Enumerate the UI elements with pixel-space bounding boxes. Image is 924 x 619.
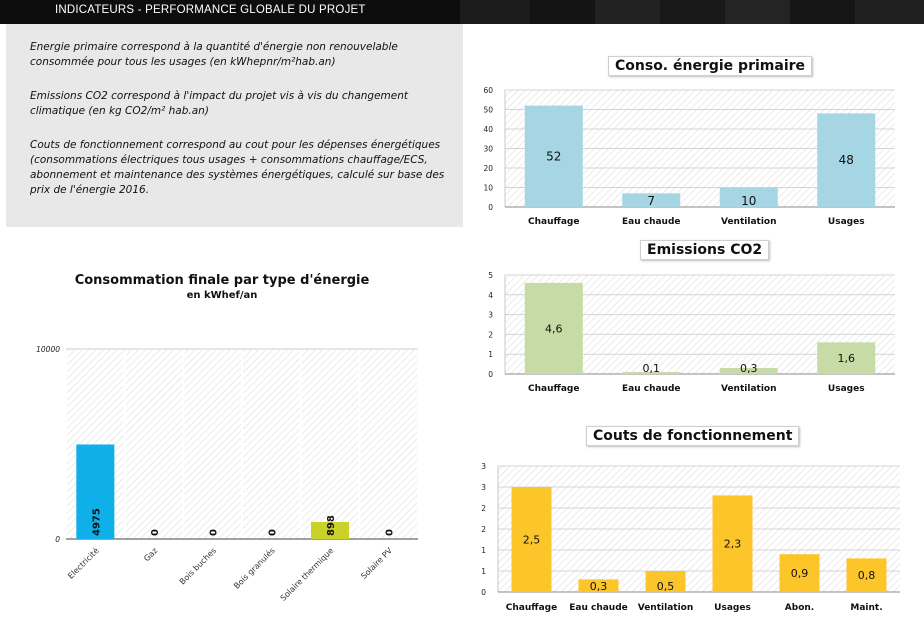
x-tick-label: Electricité <box>65 545 100 580</box>
plot-column <box>184 350 241 539</box>
x-tick-label: Chauffage <box>528 217 579 227</box>
y-tick-label: 3 <box>481 462 486 471</box>
data-label: 2,5 <box>523 534 541 547</box>
data-label: 898 <box>326 515 337 536</box>
x-tick-label: Eau chaude <box>622 217 681 227</box>
data-label: 0,1 <box>643 362 661 375</box>
x-tick-label: Maint. <box>850 603 882 613</box>
x-tick-label: Eau chaude <box>622 384 681 394</box>
y-tick-label: 2 <box>481 525 486 534</box>
data-label: 0,5 <box>657 580 675 593</box>
x-tick-label: Gaz <box>142 546 159 563</box>
x-tick-label: Usages <box>828 384 865 394</box>
data-label: 0 <box>209 529 220 536</box>
x-tick-label: Ventilation <box>721 384 777 394</box>
plot-column <box>125 350 183 539</box>
x-tick-label: Solaire PV <box>359 546 394 581</box>
plot-column <box>360 350 417 539</box>
x-tick-label: Usages <box>714 603 751 613</box>
bar-couts-2 <box>645 571 686 592</box>
chart-couts-title: Couts de fonctionnement <box>586 426 800 446</box>
x-tick-label: Chauffage <box>528 384 579 394</box>
info-emissions-co2: Emissions CO2 correspond à l'impact du p… <box>30 90 408 117</box>
y-tick-label: 40 <box>483 125 493 134</box>
x-tick-label: Chauffage <box>506 603 557 613</box>
bar-couts-3 <box>712 495 753 592</box>
y-tick-label: 1 <box>481 567 486 576</box>
bar-couts-1 <box>578 579 619 592</box>
y-tick-label: 2 <box>481 504 486 513</box>
y-tick-label: 30 <box>483 145 493 154</box>
bar-primaire-2 <box>719 187 778 207</box>
data-label: 1,6 <box>838 352 856 365</box>
bar-couts-5 <box>846 558 887 592</box>
data-label: 0,3 <box>590 580 608 593</box>
y-tick-label: 0 <box>55 535 60 544</box>
y-tick-label: 20 <box>483 164 493 173</box>
chart-primaire-title: Conso. énergie primaire <box>608 56 813 76</box>
y-tick-label: 1 <box>488 350 493 359</box>
plot-column <box>243 350 300 539</box>
y-tick-label: 5 <box>488 271 493 280</box>
x-tick-label: Bois granulés <box>231 545 276 590</box>
data-label: 10 <box>741 194 756 208</box>
x-tick-label: Bois buches <box>178 546 218 586</box>
y-tick-label: 0 <box>481 588 486 597</box>
data-label: 7 <box>647 194 655 208</box>
y-tick-label: 10000 <box>36 345 60 354</box>
bar-co2-0 <box>524 282 583 374</box>
bar-co2-2 <box>719 368 778 374</box>
chart-co2-title: Emissions CO2 <box>640 240 770 260</box>
plot-column <box>301 350 359 539</box>
x-tick-label: Eau chaude <box>569 603 628 613</box>
y-tick-label: 3 <box>488 311 493 320</box>
y-tick-label: 2 <box>488 330 493 339</box>
data-label: 52 <box>546 149 561 163</box>
header-bar: INDICATEURS - PERFORMANCE GLOBALE DU PRO… <box>0 0 924 24</box>
y-tick-label: 0 <box>488 370 493 379</box>
y-tick-label: 60 <box>483 86 493 95</box>
data-label: 2,3 <box>724 538 742 551</box>
info-couts: Couts de fonctionnement correspond au co… <box>30 139 445 196</box>
data-label: 0,3 <box>740 362 758 375</box>
x-tick-label: Solaire thermique <box>279 546 336 603</box>
bar-couts-4 <box>779 554 820 592</box>
bar-finale-4 <box>311 521 349 539</box>
y-tick-label: 10 <box>483 184 493 193</box>
bar-primaire-0 <box>524 105 583 207</box>
chart-finale-subtitle: en kWhef/an <box>186 290 258 301</box>
info-energie-primaire: Energie primaire correspond à la quantit… <box>30 41 398 68</box>
y-tick-label: 4 <box>488 291 493 300</box>
data-label: 0 <box>267 529 278 536</box>
data-label: 0 <box>150 529 161 536</box>
data-label: 0,8 <box>858 569 876 582</box>
page-title: INDICATEURS - PERFORMANCE GLOBALE DU PRO… <box>55 4 366 16</box>
y-tick-label: 1 <box>481 546 486 555</box>
data-label: 4975 <box>91 508 102 536</box>
y-tick-label: 0 <box>488 203 493 212</box>
info-panel: Energie primaire correspond à la quantit… <box>6 24 463 227</box>
bar-couts-0 <box>511 487 552 592</box>
y-tick-label: 3 <box>481 483 486 492</box>
bar-finale-0 <box>76 444 115 539</box>
data-label: 48 <box>839 153 854 167</box>
chart-finale-title: Consommation finale par type d'énergie <box>74 273 370 288</box>
x-tick-label: Ventilation <box>638 603 694 613</box>
bar-primaire-1 <box>622 193 681 207</box>
x-tick-label: Abon. <box>785 603 814 613</box>
bar-co2-1 <box>622 372 681 374</box>
x-tick-label: Ventilation <box>721 217 777 227</box>
bar-co2-3 <box>817 342 876 374</box>
x-tick-label: Usages <box>828 217 865 227</box>
data-label: 0 <box>385 529 396 536</box>
data-label: 4,6 <box>545 322 563 335</box>
data-label: 0,9 <box>791 567 809 580</box>
y-tick-label: 50 <box>483 106 493 115</box>
bar-primaire-3 <box>817 113 876 207</box>
